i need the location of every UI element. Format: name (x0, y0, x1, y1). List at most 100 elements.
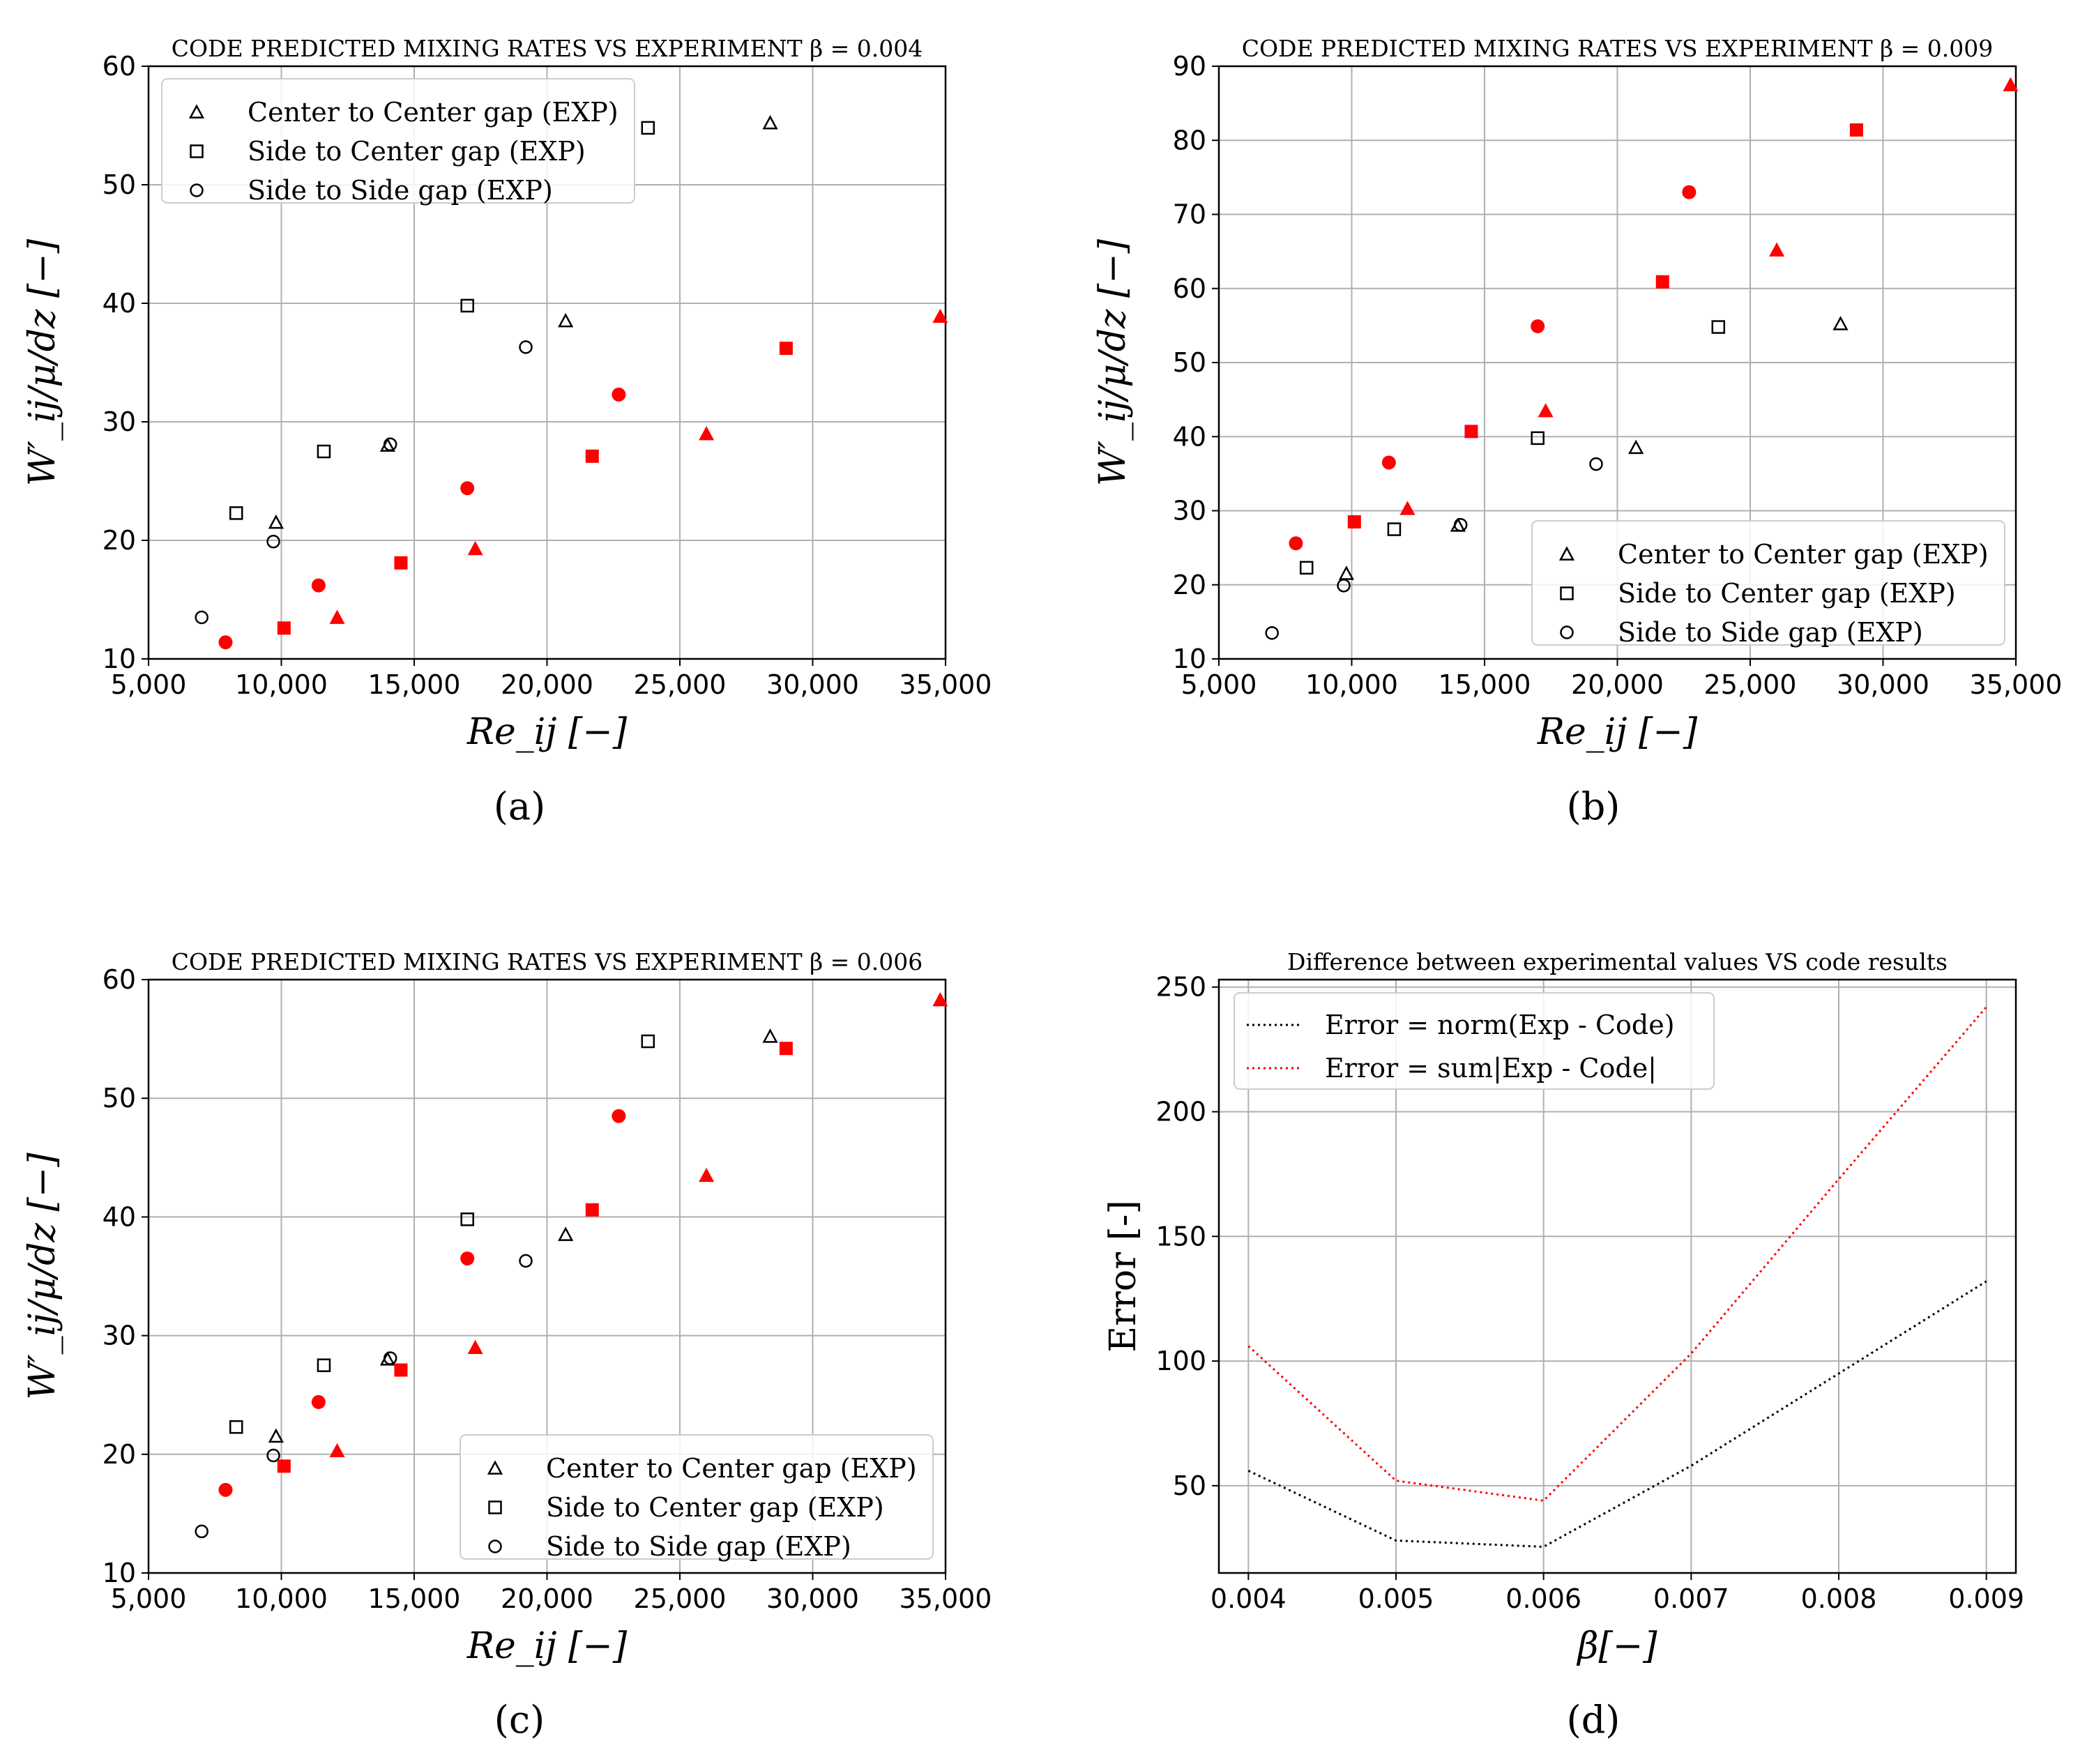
data-point (1387, 522, 1402, 536)
x-tick-label: 30,000 (1837, 669, 1929, 700)
data-point (317, 444, 331, 459)
data-point (268, 514, 284, 529)
x-tick-label: 35,000 (900, 1583, 992, 1614)
y-tick-label: 40 (103, 288, 136, 319)
data-point (311, 1394, 326, 1409)
chart-title: Difference between experimental values V… (1287, 948, 1948, 975)
data-point (1589, 457, 1603, 471)
legend-box (460, 1434, 934, 1560)
data-point (1347, 515, 1361, 529)
y-tick-label: 250 (1155, 972, 1206, 1003)
y-tick-label: 60 (103, 964, 136, 995)
x-tick-label: 5,000 (1181, 669, 1257, 700)
data-point (268, 1428, 284, 1443)
legend-label: Side to Center gap (EXP) (546, 1492, 884, 1523)
data-point (1711, 320, 1726, 334)
series-1 (229, 121, 655, 520)
x-tick-label: 35,000 (900, 669, 992, 700)
data-point (329, 1443, 345, 1458)
plot-frame (1217, 65, 2017, 660)
series-2 (195, 340, 533, 625)
y-tick-label: 60 (103, 51, 136, 82)
x-tick-label: 10,000 (1305, 669, 1398, 700)
data-point (762, 114, 778, 130)
data-point (1453, 517, 1468, 532)
data-point (218, 1482, 233, 1497)
data-point (383, 1351, 397, 1365)
data-point (1849, 123, 1863, 137)
y-axis-label: W′_ij/μ/dz [−] (1092, 238, 1134, 486)
data-point (277, 621, 291, 635)
data-point (1464, 425, 1478, 439)
data-point (467, 1339, 483, 1354)
data-point (585, 449, 599, 463)
series-line-1 (1247, 1006, 1987, 1502)
y-tick-label: 70 (1173, 199, 1206, 230)
legend-marker (487, 1460, 503, 1475)
legend-marker (1560, 625, 1574, 639)
x-tick-label: 25,000 (634, 1583, 727, 1614)
chart-d: 0.004 0.005 0.006 0.007 0.008 0.009 50 100 150 20… (1102, 948, 2024, 1742)
x-tick-label: 0.007 (1653, 1583, 1729, 1614)
panel-label: (b) (1567, 784, 1621, 828)
legend-marker (1558, 546, 1575, 561)
y-tick-label: 50 (103, 169, 136, 200)
y-tick-label: 80 (1173, 125, 1206, 155)
data-point (1769, 242, 1785, 257)
legend-label: Side to Side gap (EXP) (248, 175, 553, 206)
data-point (699, 426, 715, 441)
legend-box (161, 78, 635, 204)
data-point (558, 1226, 574, 1241)
data-point (558, 312, 574, 328)
chart-title: CODE PREDICTED MIXING RATES VS EXPERIMEN… (172, 948, 923, 975)
data-point (1338, 565, 1354, 580)
legend-label: Error = sum|Exp - Code| (1325, 1053, 1657, 1084)
x-tick-label: 0.004 (1211, 1583, 1287, 1614)
data-point (218, 635, 233, 650)
legend-marker (190, 183, 204, 197)
x-tick-label: 5,000 (111, 669, 187, 700)
plot-frame (147, 978, 947, 1574)
data-point (266, 1448, 280, 1463)
x-tick-label: 0.008 (1801, 1583, 1877, 1614)
legend-label: Side to Side gap (EXP) (1618, 617, 1923, 648)
x-axis-label: β[−] (1576, 1625, 1657, 1667)
series-2 (1265, 457, 1603, 640)
data-point (460, 298, 474, 313)
series-line-0 (1247, 1280, 1987, 1548)
legend-marker (488, 1500, 502, 1514)
data-point (1299, 561, 1314, 575)
data-point (932, 991, 948, 1007)
data-point (519, 340, 533, 354)
x-tick-label: 30,000 (766, 1583, 859, 1614)
data-point (762, 1028, 778, 1043)
x-tick-label: 0.005 (1358, 1583, 1434, 1614)
y-tick-label: 10 (103, 1558, 136, 1588)
chart-c: 5,000 10,000 15,000 20,000 25,000 30,000 35,00… (22, 948, 992, 1742)
x-tick-label: 5,000 (111, 1583, 187, 1614)
plot-frame (1217, 978, 2017, 1574)
x-tick-label: 20,000 (501, 1583, 593, 1614)
data-point (1655, 275, 1669, 289)
series-0 (268, 1028, 778, 1443)
data-point (2003, 77, 2019, 91)
y-tick-label: 30 (103, 1321, 136, 1351)
legend: Error = norm(Exp - Code) Error = sum|Exp … (1234, 992, 1715, 1090)
panel-label: (d) (1567, 1698, 1621, 1742)
data-point (1531, 319, 1545, 333)
y-tick-label: 50 (1173, 1470, 1206, 1501)
panel-label: (a) (494, 784, 545, 828)
x-axis-label: Re_ij [−] (1537, 711, 1698, 753)
data-point (460, 481, 475, 496)
legend-label: Side to Side gap (EXP) (546, 1531, 851, 1562)
x-tick-label: 0.009 (1948, 1583, 2024, 1614)
y-tick-label: 20 (103, 525, 136, 556)
legend-marker (188, 104, 205, 119)
data-point (641, 1034, 655, 1049)
series-1 (229, 1034, 655, 1434)
legend-marker (190, 144, 204, 158)
y-tick-label: 30 (1173, 496, 1206, 526)
data-point (699, 1167, 715, 1183)
series-2 (195, 1254, 533, 1539)
